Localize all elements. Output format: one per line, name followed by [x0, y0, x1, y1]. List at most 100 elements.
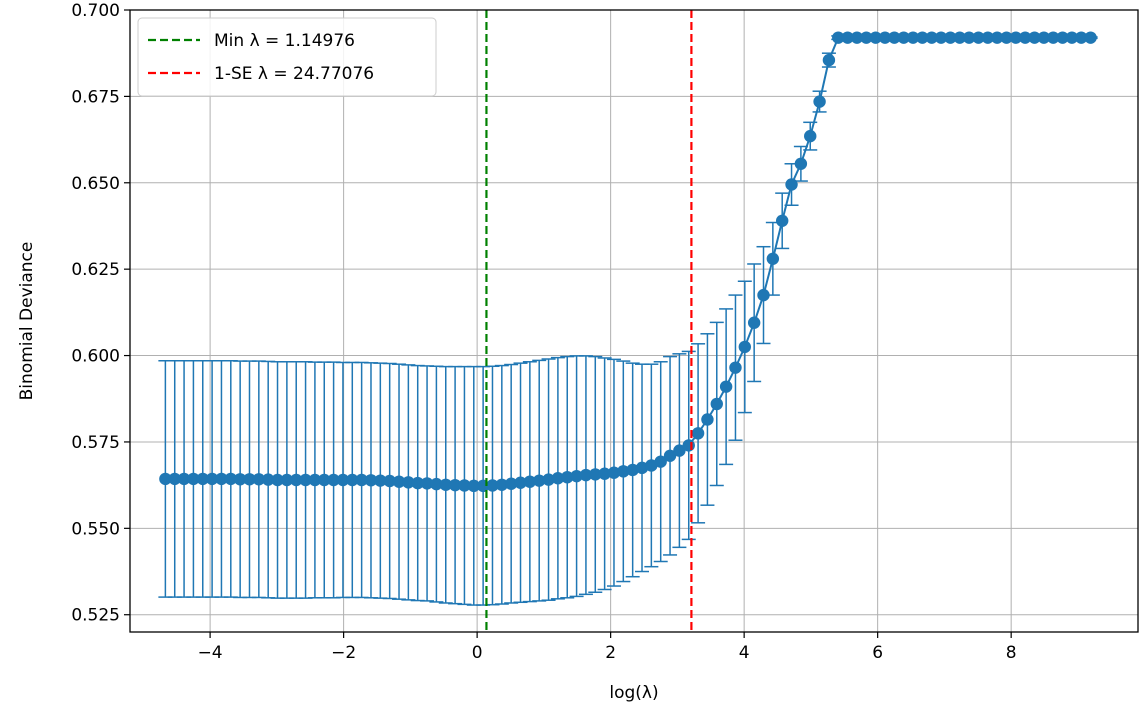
y-tick-label: 0.525: [71, 606, 120, 626]
deviance-point: [682, 439, 695, 452]
legend-label-min-lambda: Min λ = 1.14976: [214, 31, 355, 51]
deviance-point: [841, 31, 854, 44]
deviance-point: [617, 465, 630, 478]
deviance-point: [747, 316, 761, 329]
deviance-point: [916, 31, 929, 44]
deviance-point: [626, 463, 639, 477]
x-tick-label: −4: [198, 643, 223, 663]
x-tick-label: 4: [739, 643, 750, 663]
deviance-point: [355, 473, 368, 487]
legend-label-1se-lambda: 1-SE λ = 24.77076: [214, 64, 374, 84]
deviance-point: [962, 31, 976, 44]
deviance-point: [832, 31, 845, 44]
y-tick-label: 0.675: [71, 87, 120, 107]
deviance-point: [850, 31, 864, 44]
x-tick-label: 6: [872, 643, 883, 663]
deviance-point: [1075, 31, 1088, 44]
deviance-point: [168, 472, 181, 486]
deviance-point: [280, 473, 294, 487]
deviance-point: [869, 31, 882, 44]
deviance-point: [1009, 31, 1023, 44]
deviance-point: [533, 474, 546, 487]
y-tick-label: 0.575: [71, 433, 120, 453]
deviance-point: [1028, 31, 1041, 44]
x-tick-label: 8: [1006, 643, 1017, 663]
deviance-point: [346, 473, 359, 487]
deviance-point: [701, 413, 714, 426]
deviance-point: [1018, 31, 1032, 44]
deviance-line: [165, 36, 1091, 487]
deviance-point: [458, 479, 471, 492]
deviance-point: [374, 474, 387, 487]
deviance-point: [888, 31, 901, 44]
deviance-point: [187, 472, 200, 486]
deviance-point: [383, 474, 396, 488]
deviance-point: [514, 476, 527, 489]
deviance-point: [757, 288, 770, 302]
deviance-point: [729, 361, 742, 374]
deviance-point: [570, 469, 583, 483]
deviance-point: [738, 340, 752, 354]
deviance-point: [336, 473, 350, 487]
deviance-point: [1000, 31, 1013, 44]
y-tick-label: 0.625: [71, 260, 120, 280]
deviance-point: [290, 473, 303, 487]
plot-frame: [129, 9, 1139, 633]
deviance-point: [897, 31, 910, 44]
deviance-point: [448, 478, 462, 492]
deviance-point: [822, 53, 836, 67]
deviance-point: [252, 473, 266, 486]
deviance-point: [691, 427, 705, 440]
deviance-point: [813, 95, 826, 108]
deviance-point: [233, 473, 247, 486]
x-axis-label: log(λ): [609, 683, 658, 703]
deviance-point: [318, 473, 331, 487]
deviance-point: [579, 468, 593, 482]
deviance-point: [542, 473, 555, 486]
deviance-point: [402, 476, 415, 489]
deviance-point: [1065, 31, 1079, 44]
deviance-point: [551, 472, 565, 485]
deviance-point: [990, 31, 1004, 44]
y-axis-label: Binomial Deviance: [17, 242, 37, 401]
deviance-point: [589, 468, 602, 481]
deviance-point: [224, 472, 237, 486]
deviance-point: [906, 31, 920, 44]
deviance-point: [364, 474, 378, 487]
deviance-point: [215, 472, 228, 486]
axis-ticks: −4 −2 0 2 4 6 8 0.525 0.550 0.575 0.600 0.625 0.650 0…: [71, 1, 1016, 663]
deviance-point: [775, 214, 789, 227]
deviance-point: [654, 455, 667, 468]
deviance-point: [673, 444, 686, 457]
deviance-point: [785, 178, 798, 191]
x-tick-label: 0: [472, 643, 483, 663]
deviance-point: [261, 473, 275, 486]
deviance-point: [561, 470, 574, 484]
deviance-point: [645, 459, 658, 472]
deviance-point: [420, 477, 434, 490]
reference-lines: [485, 10, 693, 632]
deviance-point: [598, 467, 611, 480]
deviance-point: [860, 31, 873, 44]
deviance-point: [243, 473, 256, 486]
deviance-point: [504, 477, 518, 490]
deviance-point: [925, 31, 938, 44]
deviance-point: [177, 472, 191, 486]
deviance-point: [523, 475, 537, 488]
deviance-point: [607, 466, 621, 479]
deviance-point: [392, 475, 406, 488]
deviance-point: [411, 476, 424, 490]
deviance-point: [663, 449, 677, 462]
deviance-point: [981, 31, 995, 44]
x-tick-label: 2: [605, 643, 616, 663]
deviance-point: [1047, 31, 1060, 44]
deviance-point: [953, 31, 966, 44]
deviance-point: [794, 157, 808, 170]
legend: Min λ = 1.14976 1-SE λ = 24.77076: [137, 17, 437, 97]
deviance-point: [934, 31, 948, 44]
cv-curve: [158, 31, 1098, 606]
deviance-point: [972, 31, 985, 44]
deviance-point: [439, 478, 452, 491]
y-tick-label: 0.600: [71, 347, 120, 367]
